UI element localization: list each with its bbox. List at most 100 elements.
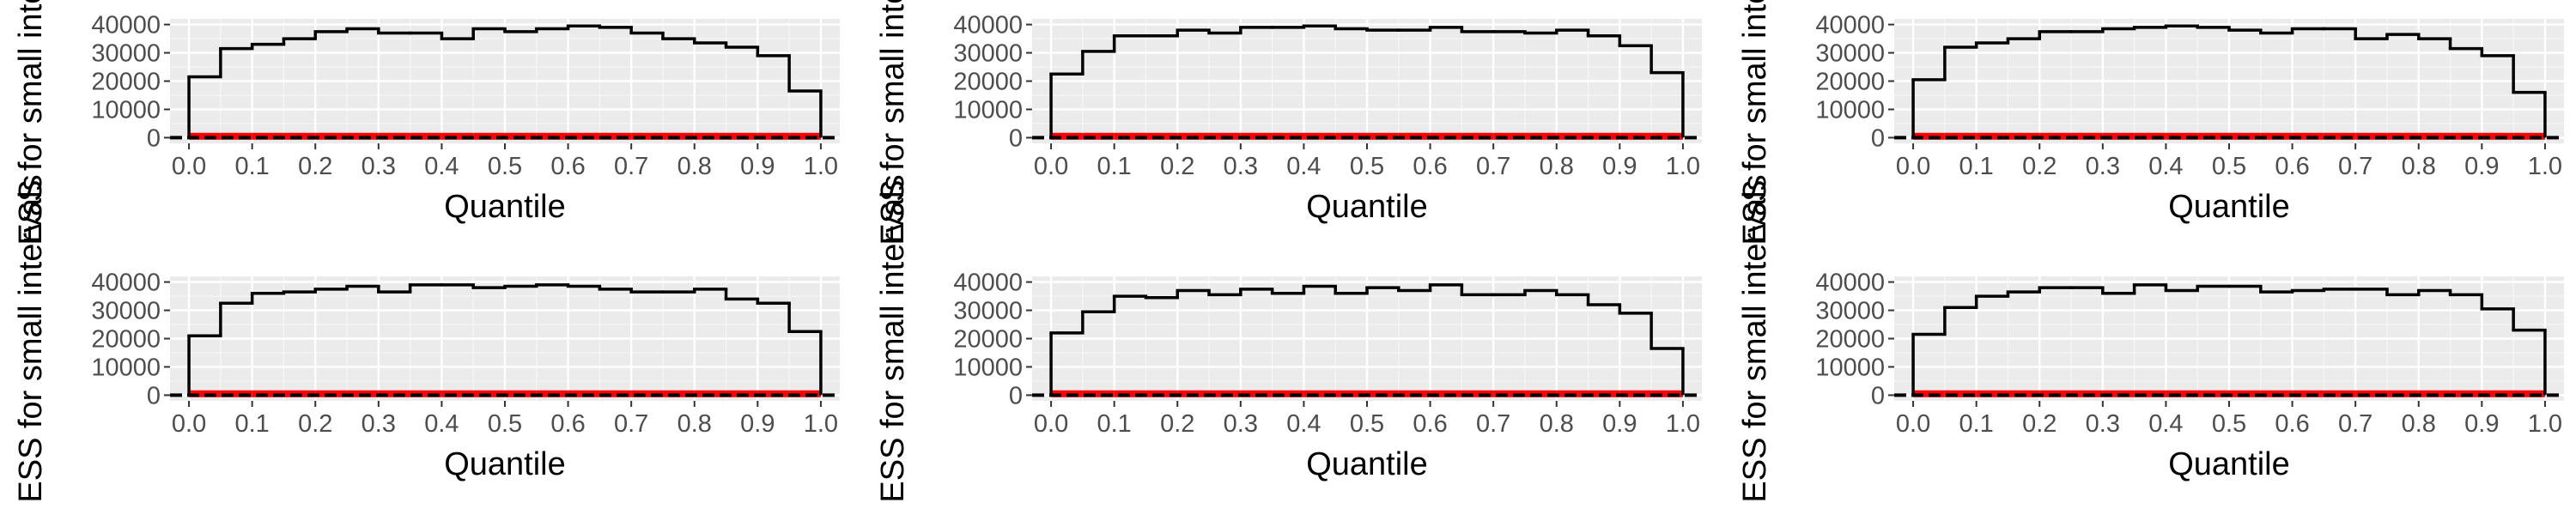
y-tick-label: 40000 <box>953 12 1023 39</box>
y-tick-label: 20000 <box>91 69 161 96</box>
x-tick-label: 0.2 <box>1160 410 1194 438</box>
x-tick-label: 0.0 <box>172 153 206 180</box>
y-axis-title: ESS for small intervals <box>13 174 49 502</box>
x-tick-label: 0.7 <box>614 410 648 438</box>
y-tick-label: 40000 <box>1815 270 1885 297</box>
x-tick-label: 0.7 <box>2338 153 2372 180</box>
x-tick-label: 0.8 <box>677 410 712 438</box>
y-axis-title: ESS for small intervals <box>1737 0 1773 245</box>
y-tick-label: 10000 <box>1815 354 1885 381</box>
x-tick-label: 0.2 <box>2022 153 2057 180</box>
x-tick-label: 0.2 <box>298 153 332 180</box>
y-tick-label: 0 <box>147 124 161 152</box>
y-tick-label: 0 <box>1009 382 1023 409</box>
red-bar <box>2513 132 2545 140</box>
x-tick-label: 0.3 <box>2086 410 2120 438</box>
x-tick-label: 1.0 <box>804 410 838 438</box>
x-tick-label: 0.9 <box>1602 410 1637 438</box>
x-tick-label: 0.2 <box>2022 410 2057 438</box>
red-bar <box>1651 132 1683 140</box>
red-bar <box>1303 390 1336 397</box>
x-tick-label: 0.2 <box>298 410 332 438</box>
x-tick-label: 0.7 <box>1476 410 1510 438</box>
red-bar <box>1461 132 1494 140</box>
y-axis-title: ESS for small intervals <box>13 0 49 245</box>
x-tick-label: 0.8 <box>677 153 712 180</box>
x-tick-label: 0.9 <box>740 153 775 180</box>
red-bar <box>2324 390 2356 397</box>
red-bar <box>252 390 284 397</box>
red-bar <box>1272 390 1304 397</box>
y-axis-title: ESS for small intervals <box>1737 174 1773 502</box>
red-bar <box>2166 390 2198 397</box>
x-tick-label: 0.3 <box>361 410 396 438</box>
y-tick-label: 20000 <box>953 69 1023 96</box>
red-bar <box>1303 132 1336 140</box>
x-tick-label: 0.4 <box>1286 153 1321 180</box>
red-bar <box>1461 390 1494 397</box>
x-tick-label: 0.0 <box>1896 153 1930 180</box>
y-tick-label: 0 <box>1871 124 1885 152</box>
x-tick-label: 0.6 <box>1413 410 1447 438</box>
red-bar <box>599 390 632 397</box>
x-tick-label: 0.3 <box>2086 153 2120 180</box>
y-tick-label: 30000 <box>1815 40 1885 68</box>
y-tick-label: 30000 <box>91 298 161 325</box>
x-tick-label: 0.0 <box>172 410 206 438</box>
red-bar <box>441 132 474 140</box>
x-tick-label: 0.6 <box>2275 410 2309 438</box>
x-tick-label: 0.0 <box>1034 410 1068 438</box>
x-tick-label: 0.3 <box>1224 410 1258 438</box>
y-tick-label: 40000 <box>1815 12 1885 39</box>
x-tick-label: 0.5 <box>1350 153 1384 180</box>
y-tick-label: 10000 <box>1815 96 1885 124</box>
red-bar <box>631 390 663 397</box>
x-tick-label: 0.0 <box>1896 410 1930 438</box>
y-tick-label: 40000 <box>953 270 1023 297</box>
x-tick-label: 0.9 <box>740 410 775 438</box>
x-tick-label: 0.8 <box>1540 153 1574 180</box>
x-axis-title: Quantile <box>444 446 566 482</box>
x-tick-label: 0.9 <box>2464 153 2499 180</box>
red-bar <box>1493 132 1525 140</box>
red-bar <box>2355 132 2387 140</box>
x-tick-label: 0.6 <box>550 410 585 438</box>
red-bar <box>2513 390 2545 397</box>
y-tick-label: 10000 <box>91 354 161 381</box>
y-tick-label: 40000 <box>91 12 161 39</box>
x-tick-label: 0.6 <box>2275 153 2309 180</box>
x-axis-title: Quantile <box>444 189 566 225</box>
y-tick-label: 10000 <box>953 354 1023 381</box>
red-bar <box>1272 132 1304 140</box>
red-bar <box>2166 132 2198 140</box>
red-bar <box>1976 132 2008 140</box>
y-tick-label: 20000 <box>1815 326 1885 354</box>
red-bar <box>599 132 632 140</box>
red-bar <box>410 132 442 140</box>
x-tick-label: 1.0 <box>804 153 838 180</box>
x-tick-label: 0.1 <box>1097 410 1131 438</box>
y-tick-label: 30000 <box>953 298 1023 325</box>
x-tick-label: 0.4 <box>424 153 459 180</box>
red-bar <box>1082 132 1115 140</box>
red-bar <box>2324 132 2356 140</box>
y-axis-title: ESS for small intervals <box>875 174 911 502</box>
x-tick-label: 0.2 <box>1160 153 1194 180</box>
x-tick-label: 0.8 <box>2402 410 2436 438</box>
x-tick-label: 1.0 <box>2528 153 2562 180</box>
x-tick-label: 0.3 <box>361 153 396 180</box>
y-tick-label: 20000 <box>953 326 1023 354</box>
red-bar <box>789 390 821 397</box>
red-bar <box>1114 132 1146 140</box>
x-tick-label: 0.7 <box>1476 153 1510 180</box>
red-bar <box>1944 390 1977 397</box>
x-axis-title: Quantile <box>1306 189 1428 225</box>
red-bar <box>1944 132 1977 140</box>
